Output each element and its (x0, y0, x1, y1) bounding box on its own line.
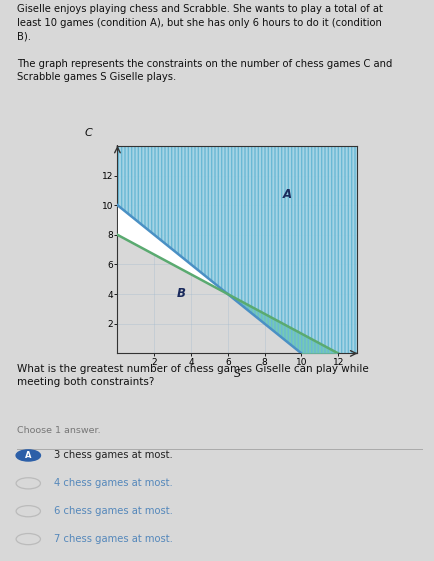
Text: 4 chess games at most.: 4 chess games at most. (54, 479, 173, 488)
Circle shape (16, 450, 40, 461)
Text: What is the greatest number of chess games Giselle can play while
meeting both c: What is the greatest number of chess gam… (17, 364, 368, 387)
Text: Choose 1 answer.: Choose 1 answer. (17, 426, 101, 435)
Text: 3 chess games at most.: 3 chess games at most. (54, 450, 173, 461)
Text: A: A (25, 451, 31, 460)
Text: 6 chess games at most.: 6 chess games at most. (54, 506, 173, 516)
Y-axis label: C: C (85, 127, 92, 137)
Text: Giselle enjoys playing chess and Scrabble. She wants to play a total of at
least: Giselle enjoys playing chess and Scrabbl… (17, 4, 392, 82)
Text: 7 chess games at most.: 7 chess games at most. (54, 534, 173, 544)
Text: B: B (176, 287, 185, 300)
X-axis label: S: S (233, 369, 240, 379)
Text: A: A (283, 188, 292, 201)
